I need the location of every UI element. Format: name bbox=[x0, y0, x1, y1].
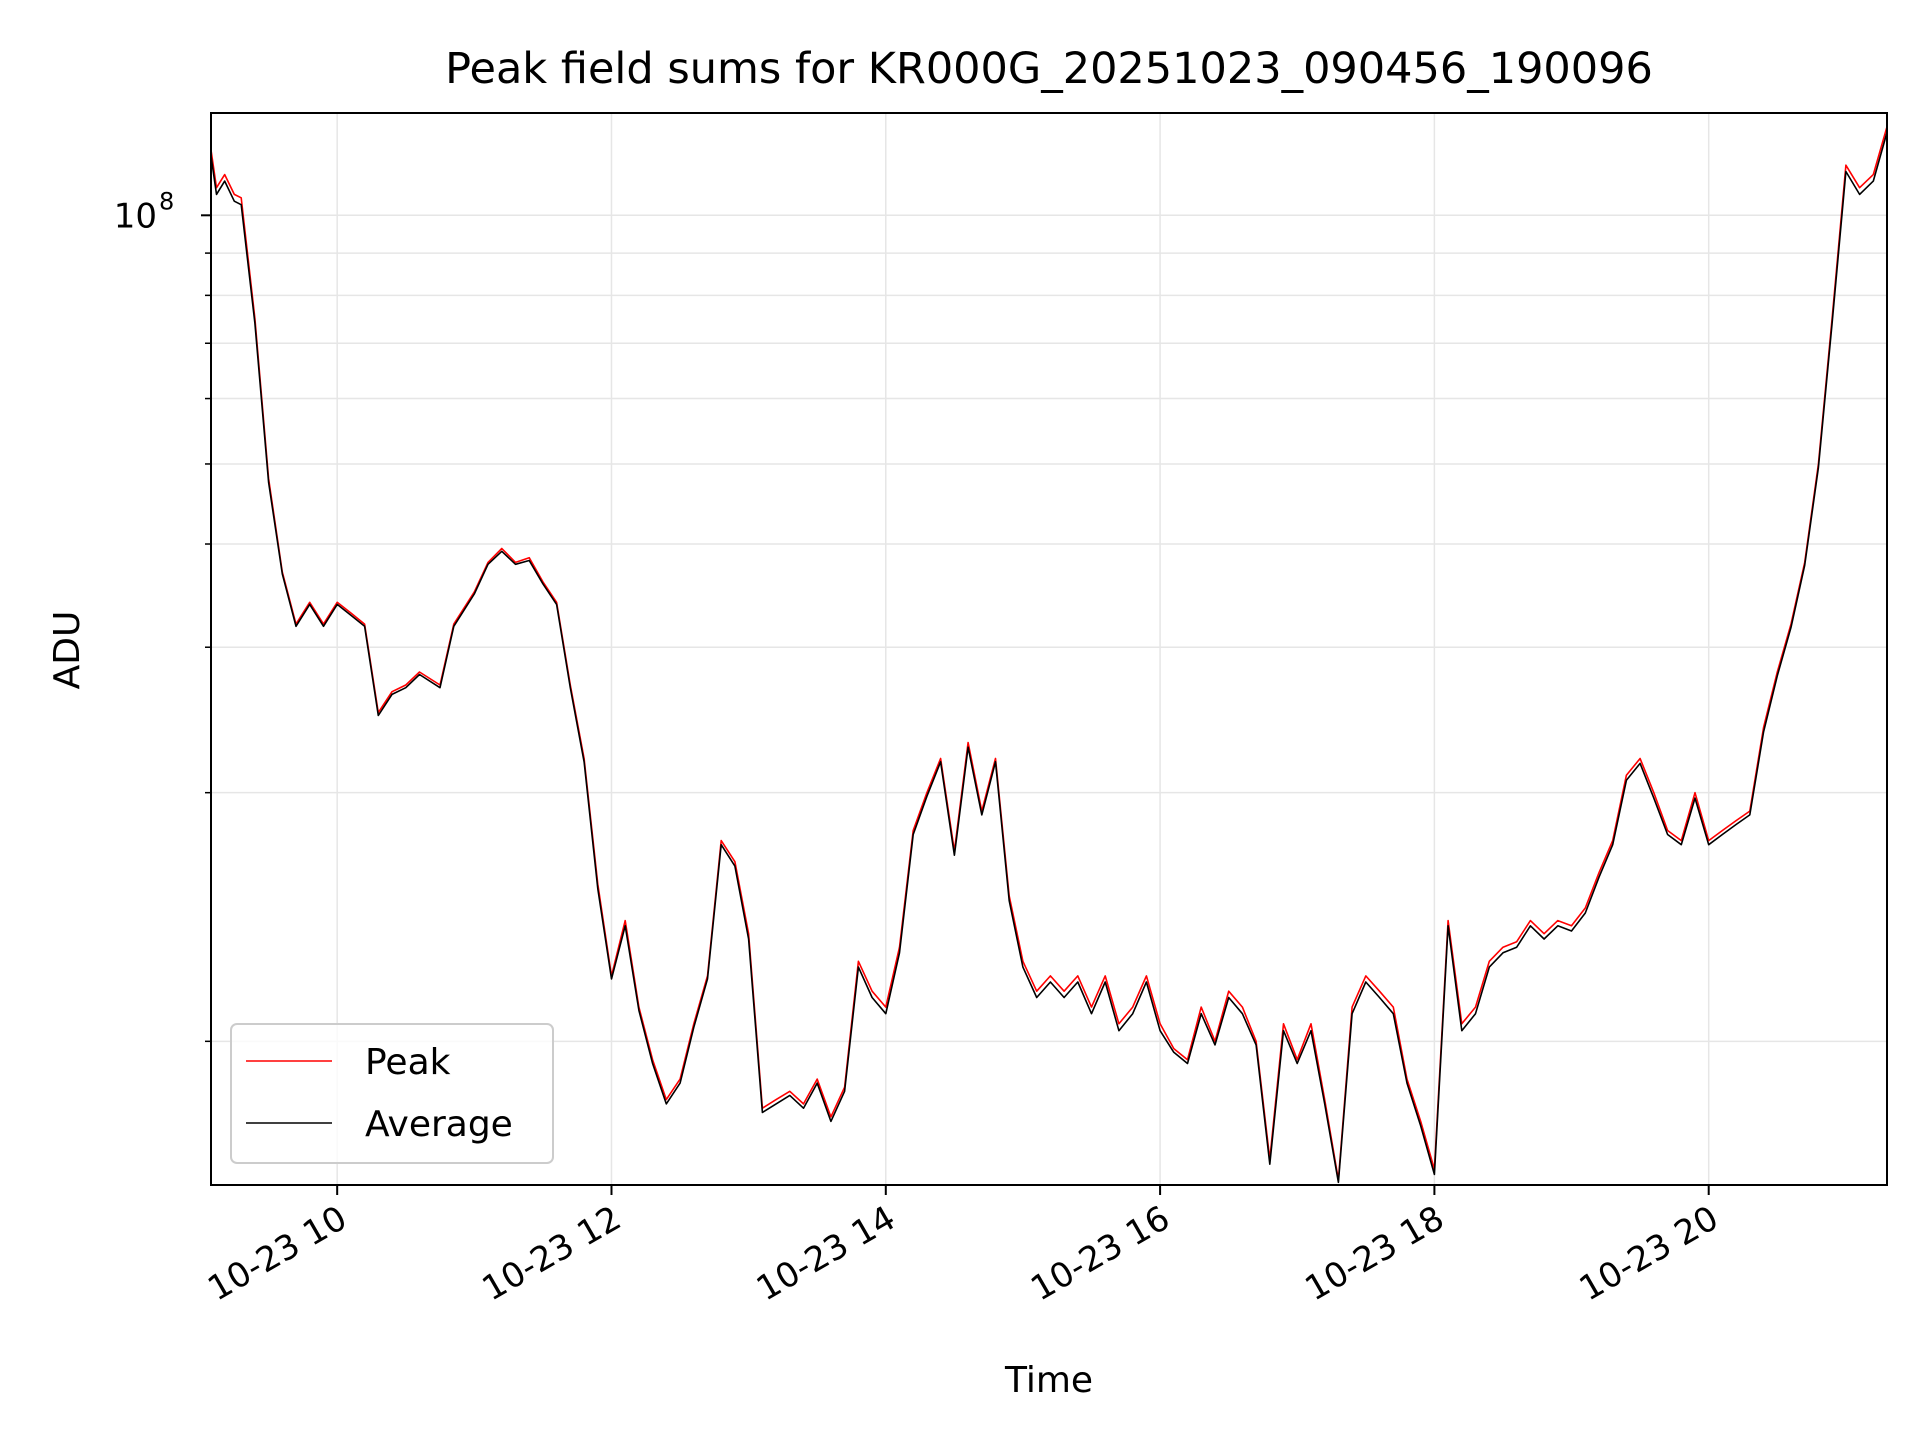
series-line-average bbox=[210, 132, 1888, 1184]
legend-label-peak: Peak bbox=[365, 1042, 451, 1083]
series-line-peak bbox=[210, 126, 1888, 1181]
y-axis-label: ADU bbox=[47, 611, 88, 690]
grid-layer bbox=[211, 113, 1887, 1185]
legend-box bbox=[230, 1023, 554, 1164]
series-layer bbox=[210, 126, 1888, 1184]
chart-title: Peak field sums for KR000G_20251023_0904… bbox=[445, 44, 1653, 94]
y-tick-label-exponent: 8 bbox=[159, 187, 174, 215]
y-tick-label-base: 10 bbox=[114, 196, 157, 236]
x-axis-label: Time bbox=[1004, 1360, 1093, 1401]
legend-label-average: Average bbox=[365, 1104, 513, 1145]
plot-frame bbox=[210, 112, 1888, 1186]
legend: Peak Average bbox=[230, 1023, 554, 1164]
